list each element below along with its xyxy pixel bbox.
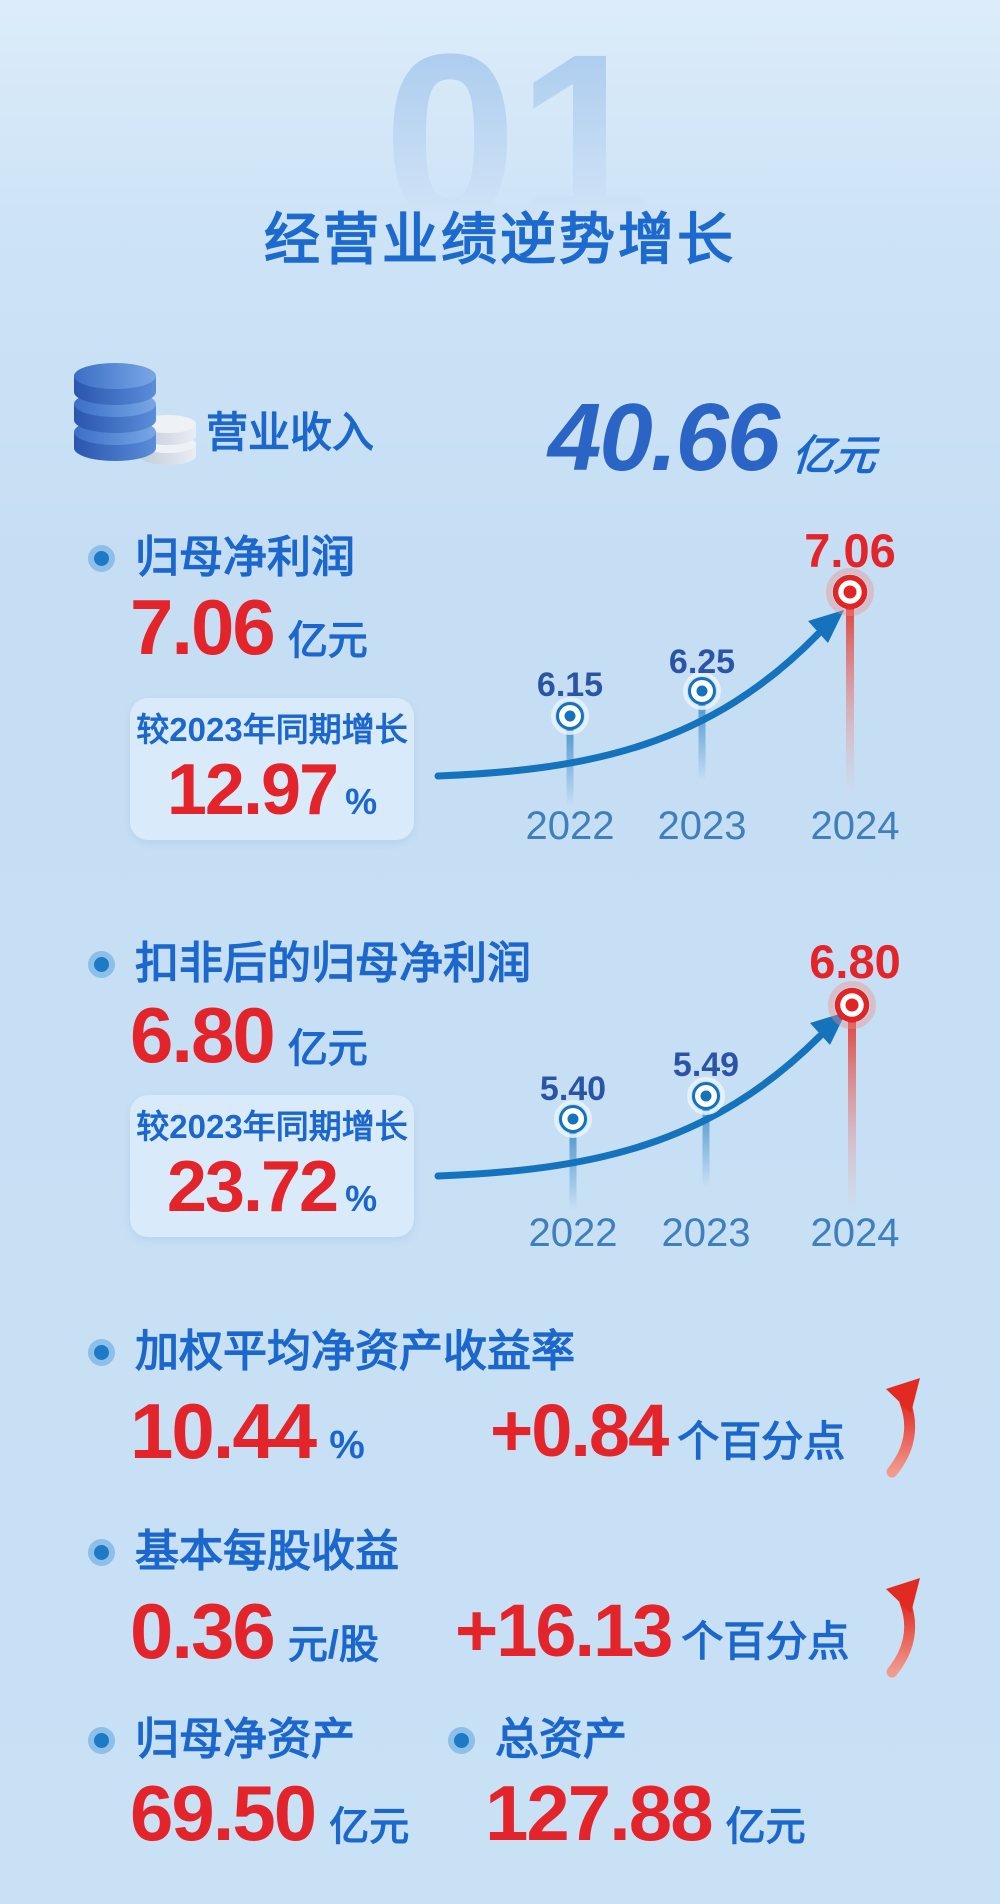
metric2-header: 扣非后的归母净利润 [88,939,531,988]
eps-delta: +16.13 [455,1589,673,1672]
stem-2022 [569,1132,577,1210]
trend-arrowhead-icon [808,610,844,643]
net-assets-value-group: 69.50 亿元 [130,1774,409,1852]
marker-2022 [551,697,589,735]
eps-header: 基本每股收益 [88,1527,399,1576]
roe-delta-group: +0.84 个百分点 [490,1394,845,1468]
chart1-year-2024: 2024 [810,804,900,848]
chart1-year-2023: 2023 [657,804,747,848]
roe-header: 加权平均净资产收益率 [88,1327,575,1376]
metric2-unit: 亿元 [287,1027,368,1071]
chart2-year-2023: 2023 [661,1211,751,1255]
chart2-year-2022: 2022 [528,1211,618,1255]
total-assets-header: 总资产 [448,1715,627,1764]
eps-unit: 元/股 [287,1623,379,1667]
revenue-label: 营业收入 [206,409,375,456]
metric2-label: 扣非后的归母净利润 [135,939,531,988]
chart2-year-2024: 2024 [810,1211,900,1255]
net-assets-header: 归母净资产 [88,1715,355,1764]
marker-2023 [683,672,721,710]
metric2-growth-value-group: 23.72 % [167,1151,377,1223]
eps-value-group: 0.36 元/股 [130,1592,379,1670]
metric1-unit: 亿元 [287,619,368,663]
chart1-point-label-2023: 6.25 [668,643,736,681]
total-assets-label: 总资产 [495,1715,627,1764]
net-assets-value: 69.50 [130,1769,317,1857]
roe-value: 10.44 [130,1387,317,1475]
chart1-point-label-2022: 6.15 [536,666,604,704]
metric2-growth-caption: 较2023年同期增长 [136,1107,408,1145]
metric1-value-group: 7.06 亿元 [130,588,368,666]
metric1-label: 归母净利润 [135,533,355,582]
bullet-icon [88,1726,115,1754]
chart-net-profit: 6.15 6.25 7.06 2022 2023 2024 [420,515,930,855]
total-assets-unit: 亿元 [725,1805,806,1849]
metric1-header: 归母净利润 [88,533,355,582]
roe-delta-unit: 个百分点 [677,1418,846,1465]
up-arrow-icon [886,1378,920,1478]
trend-arrowhead-icon [810,1012,846,1045]
chart2-point-label-2022: 5.40 [539,1070,607,1108]
section-number: 01 [384,36,651,272]
chart2-point-label-2023: 5.49 [672,1046,740,1084]
revenue-value: 40.66 [548,384,780,491]
bullet-icon [88,950,115,978]
net-assets-label: 归母净资产 [135,1715,355,1764]
marker-2024 [826,568,874,616]
revenue-value-group: 40.66 亿元 [548,384,878,491]
metric1-growth-caption: 较2023年同期增长 [136,710,408,748]
page-title: 经营业绩逆势增长 [264,208,736,271]
chart2-point-label-2024: 6.80 [809,935,901,988]
metric1-growth-box: 较2023年同期增长 12.97 % [130,698,414,840]
metric2-value-group: 6.80 亿元 [130,996,368,1074]
stem-2022 [566,729,574,807]
eps-label: 基本每股收益 [135,1527,399,1576]
chart-net-profit-canvas [434,568,874,807]
eps-delta-group: +16.13 个百分点 [455,1594,849,1668]
stem-2024 [846,607,854,805]
total-assets-value-group: 127.88 亿元 [485,1774,806,1852]
metric2-growth-value: 23.72 [166,1146,339,1227]
eps-delta-unit: 个百分点 [681,1618,850,1665]
total-assets-value: 127.88 [485,1769,714,1857]
metric1-value: 7.06 [130,583,276,671]
metric1-growth-value-group: 12.97 % [167,754,377,826]
marker-2023 [687,1077,725,1115]
database-icon [74,363,196,465]
metric2-value: 6.80 [130,991,276,1079]
metric1-growth-value: 12.97 [166,749,339,830]
trend-curve [434,1032,824,1180]
chart-deducted-net-profit-canvas [434,981,876,1215]
bullet-icon [88,544,115,572]
roe-unit: % [329,1423,365,1467]
trend-curve [434,630,822,780]
chart1-year-2022: 2022 [525,804,615,848]
net-assets-unit: 亿元 [329,1805,410,1849]
roe-label: 加权平均净资产收益率 [135,1327,575,1376]
marker-2022 [554,1100,592,1138]
roe-delta: +0.84 [490,1389,669,1472]
revenue-unit: 亿元 [790,432,878,479]
eps-value: 0.36 [130,1587,276,1675]
bullet-icon [88,1338,115,1366]
marker-2024 [828,981,876,1029]
metric2-growth-box: 较2023年同期增长 23.72 % [130,1095,414,1237]
section-number-watermark: 01 [384,36,651,272]
bullet-icon [88,1538,115,1566]
database-icon-blue-stack [74,363,156,461]
chart1-point-label-2024: 7.06 [804,524,896,577]
chart-deducted-net-profit: 5.40 5.49 6.80 2022 2023 2024 [420,920,930,1265]
stem-2023 [698,704,706,782]
roe-value-group: 10.44 % [130,1392,365,1470]
stem-2024 [848,1020,856,1215]
bullet-icon [448,1726,475,1754]
metric2-growth-unit: % [345,1177,378,1219]
up-arrow-icon [886,1578,920,1678]
metric1-growth-unit: % [345,780,378,822]
stem-2023 [702,1109,710,1187]
